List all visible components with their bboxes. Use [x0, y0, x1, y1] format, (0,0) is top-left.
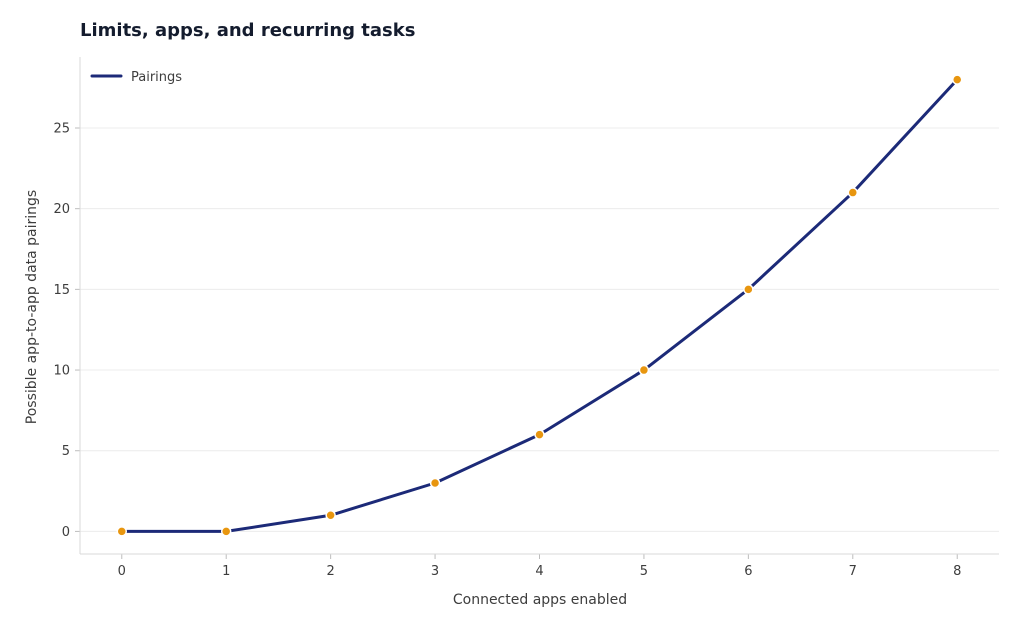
y-tick-labels: 0 5 10 15 20 25 [53, 122, 70, 540]
legend: Pairings [90, 70, 182, 85]
x-tick-labels: 0 1 2 3 4 5 6 7 8 [118, 564, 962, 579]
x-tick-label: 5 [640, 564, 648, 579]
x-tick-label: 6 [744, 564, 752, 579]
y-tick-label: 25 [53, 122, 70, 137]
x-tick-label: 0 [118, 564, 126, 579]
y-tick-label: 0 [62, 525, 70, 540]
axes [75, 57, 999, 559]
x-tick-label: 8 [953, 564, 961, 579]
series-line [120, 78, 959, 533]
y-tick-label: 20 [53, 202, 70, 217]
x-tick-label: 4 [535, 564, 543, 579]
data-point [638, 364, 650, 376]
data-point [534, 429, 545, 440]
x-tick-label: 7 [849, 564, 857, 579]
data-point [429, 477, 441, 489]
series-pairings [116, 74, 963, 537]
legend-label-pairings: Pairings [131, 70, 182, 85]
y-axis-title: Possible app-to-app data pairings [24, 190, 40, 424]
data-point [220, 526, 232, 537]
y-tick-label: 15 [53, 283, 70, 298]
x-axis-title: Connected apps enabled [453, 592, 627, 608]
y-tick-label: 5 [62, 444, 70, 459]
chart-title: Limits, apps, and recurring tasks [80, 20, 416, 41]
data-point [325, 510, 336, 521]
x-tick-label: 3 [431, 564, 439, 579]
data-point [847, 187, 859, 198]
data-point [116, 526, 128, 537]
gridlines [80, 127, 999, 532]
x-tick-label: 1 [222, 564, 230, 579]
data-point [743, 284, 754, 295]
y-tick-label: 10 [53, 364, 70, 379]
x-tick-label: 2 [326, 564, 334, 579]
data-point [951, 74, 963, 85]
